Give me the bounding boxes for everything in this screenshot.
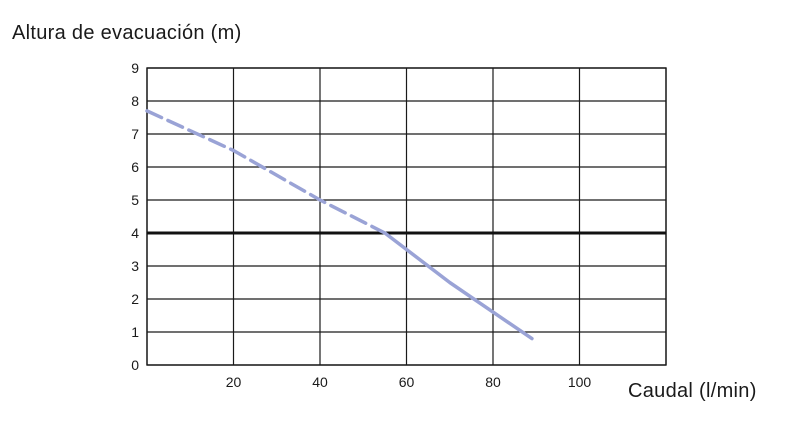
- y-axis-label: Altura de evacuación (m): [12, 22, 242, 44]
- series-line-solid: [383, 231, 534, 341]
- x-tick-label: 40: [312, 374, 328, 390]
- series-line-dashed: [145, 109, 387, 235]
- y-tick-label: 2: [131, 291, 139, 307]
- plot-frame: [146, 67, 667, 366]
- x-axis-label: Caudal (l/min): [628, 380, 757, 402]
- x-tick-label: 20: [226, 374, 242, 390]
- x-tick-label: 100: [568, 374, 592, 390]
- y-tick-label: 5: [131, 192, 139, 208]
- y-tick-label: 3: [131, 258, 139, 274]
- y-tick-label: 6: [131, 159, 139, 175]
- x-tick-label: 80: [485, 374, 501, 390]
- y-tick-label: 1: [131, 324, 139, 340]
- x-tick-label: 60: [399, 374, 415, 390]
- y-tick-label: 9: [131, 60, 139, 76]
- y-tick-label: 4: [131, 225, 139, 241]
- y-tick-label: 0: [131, 357, 139, 373]
- y-tick-label: 8: [131, 93, 139, 109]
- y-tick-label: 7: [131, 126, 139, 142]
